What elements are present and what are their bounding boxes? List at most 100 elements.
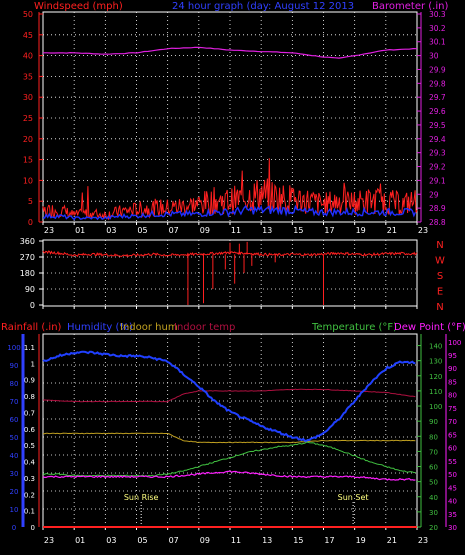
p3-x-tick-label: 19: [356, 536, 366, 545]
rain-tick-label: 0.3: [24, 475, 35, 483]
temperature-tick-label: 120: [429, 373, 442, 381]
rain-tick-label: 1.1: [24, 344, 35, 352]
wind-average-series-line: [42, 204, 417, 221]
p3-x-tick-label: 23: [418, 536, 428, 545]
p1-right-tick-label: 29.9: [429, 65, 446, 74]
p1-x-tick-label: 07: [169, 226, 179, 235]
p3-x-tick-label: 15: [293, 536, 303, 545]
p1-right-tick-label: 29.8: [429, 79, 446, 88]
p1-x-tick-label: 09: [200, 226, 210, 235]
dewpoint-tick-label: 75: [448, 405, 457, 413]
compass-label-w: W: [435, 256, 445, 267]
p3-x-tick-label: 09: [200, 536, 210, 545]
p1-right-tick-label: 29.7: [429, 93, 446, 102]
p1-x-tick-label: 01: [75, 226, 85, 235]
chart-title: 24 hour graph (day: August 12 2013: [172, 1, 354, 12]
humidity-tick-label: 50: [10, 434, 19, 442]
p1-x-tick-label: 21: [387, 226, 397, 235]
rain-tick-label: 0: [31, 524, 35, 532]
p1-right-tick-label: 29.5: [429, 121, 446, 130]
p1-x-tick-label: 17: [324, 226, 334, 235]
p1-right-tick-label: 29: [429, 190, 439, 199]
p1-left-tick-label: 0: [28, 218, 33, 227]
p3-x-tick-label: 05: [137, 536, 147, 545]
p1-left-tick-label: 35: [23, 72, 33, 81]
p1-x-tick-label: 13: [262, 226, 272, 235]
compass-label-e: E: [437, 287, 443, 298]
indoor-hum-series-line: [42, 432, 416, 444]
temperature-tick-label: 90: [429, 418, 438, 426]
temperature-tick-label: 60: [429, 464, 438, 472]
dewpoint-tick-label: 90: [448, 365, 457, 373]
p2-tick-label: 270: [20, 253, 35, 262]
dewpoint-tick-label: 70: [448, 418, 457, 426]
p1-left-tick-label: 45: [23, 31, 33, 40]
windspeed-series-line: [42, 158, 418, 221]
temperature-tick-label: 100: [429, 403, 442, 411]
p1-left-tick-label: 20: [23, 135, 33, 144]
p1-left-tick-label: 40: [23, 52, 33, 61]
p1-right-tick-label: 29.3: [429, 149, 446, 158]
p1-x-tick-label: 11: [231, 226, 241, 235]
indoor-hum-label: Indoor hum: [120, 322, 178, 333]
rain-tick-label: 1: [31, 360, 35, 368]
dewpoint-tick-label: 60: [448, 445, 457, 453]
rain-tick-label: 0.9: [24, 377, 35, 385]
p3-x-tick-label: 01: [75, 536, 85, 545]
humidity-tick-label: 40: [10, 452, 19, 460]
p1-right-tick-label: 29.2: [429, 163, 446, 172]
humidity-tick-label: 70: [10, 398, 19, 406]
p2-tick-label: 180: [20, 269, 35, 278]
p1-x-tick-label: 23: [418, 226, 428, 235]
humidity-tick-label: 80: [10, 380, 19, 388]
humidity-tick-label: 90: [10, 362, 19, 370]
indoor-temp-label: Indoor temp: [174, 322, 235, 333]
sunset-label: Sun Set: [338, 493, 369, 502]
p1-left-tick-label: 10: [23, 176, 33, 185]
rainfall-axis-title: Rainfall (.in): [1, 322, 62, 333]
p1-right-tick-label: 28.8: [429, 218, 446, 227]
p1-x-tick-label: 23: [44, 226, 54, 235]
temperature-tick-label: 70: [429, 448, 438, 456]
humidity-tick-label: 20: [10, 488, 19, 496]
sunrise-label: Sun Rise: [124, 493, 159, 502]
dewpoint-tick-label: 100: [448, 339, 461, 347]
p1-right-tick-label: 30.3: [429, 10, 446, 19]
dewpoint-tick-label: 45: [448, 484, 457, 492]
temperature-axis-title: Temperature (°F): [311, 322, 397, 333]
p1-left-tick-label: 25: [23, 114, 33, 123]
dewpoint-tick-label: 55: [448, 458, 457, 466]
humidity-tick-label: 0: [12, 524, 16, 532]
rain-tick-label: 0.6: [24, 426, 36, 434]
p1-right-tick-label: 29.1: [429, 176, 446, 185]
p3-x-tick-label: 23: [44, 536, 54, 545]
dewpoint-tick-label: 35: [448, 511, 457, 519]
dewpoint-tick-label: 40: [448, 498, 457, 506]
temperature-tick-label: 130: [429, 358, 442, 366]
p1-right-tick-label: 28.9: [429, 204, 446, 213]
p3-x-tick-label: 11: [231, 536, 241, 545]
humidity-temperature-panel: 010203040506070809010000.10.20.30.40.50.…: [7, 333, 461, 545]
p1-right-tick-label: 29.6: [429, 107, 446, 116]
dewpoint-axis-title: Dew Point (°F): [394, 322, 465, 333]
p1-x-tick-label: 03: [106, 226, 116, 235]
indoor-temp-series-line: [42, 388, 416, 403]
p1-right-tick-label: 30.1: [429, 38, 446, 47]
temperature-tick-label: 80: [429, 433, 438, 441]
compass-label-n: N: [436, 240, 443, 251]
humidity-axis-title: Humidity (%): [67, 322, 133, 333]
p1-right-tick-label: 30: [429, 52, 439, 61]
p3-x-tick-label: 03: [106, 536, 116, 545]
p1-left-tick-label: 50: [23, 10, 33, 19]
p1-x-tick-label: 15: [293, 226, 303, 235]
windspeed-axis-title: Windspeed (mph): [34, 1, 123, 12]
compass-label-s: S: [437, 271, 443, 282]
p2-tick-label: 90: [25, 285, 35, 294]
p3-x-tick-label: 17: [324, 536, 334, 545]
humidity-tick-label: 60: [10, 416, 19, 424]
temperature-tick-label: 140: [429, 343, 442, 351]
p3-x-tick-label: 07: [169, 536, 179, 545]
rain-tick-label: 0.4: [24, 459, 36, 467]
p2-tick-label: 360: [20, 237, 35, 246]
